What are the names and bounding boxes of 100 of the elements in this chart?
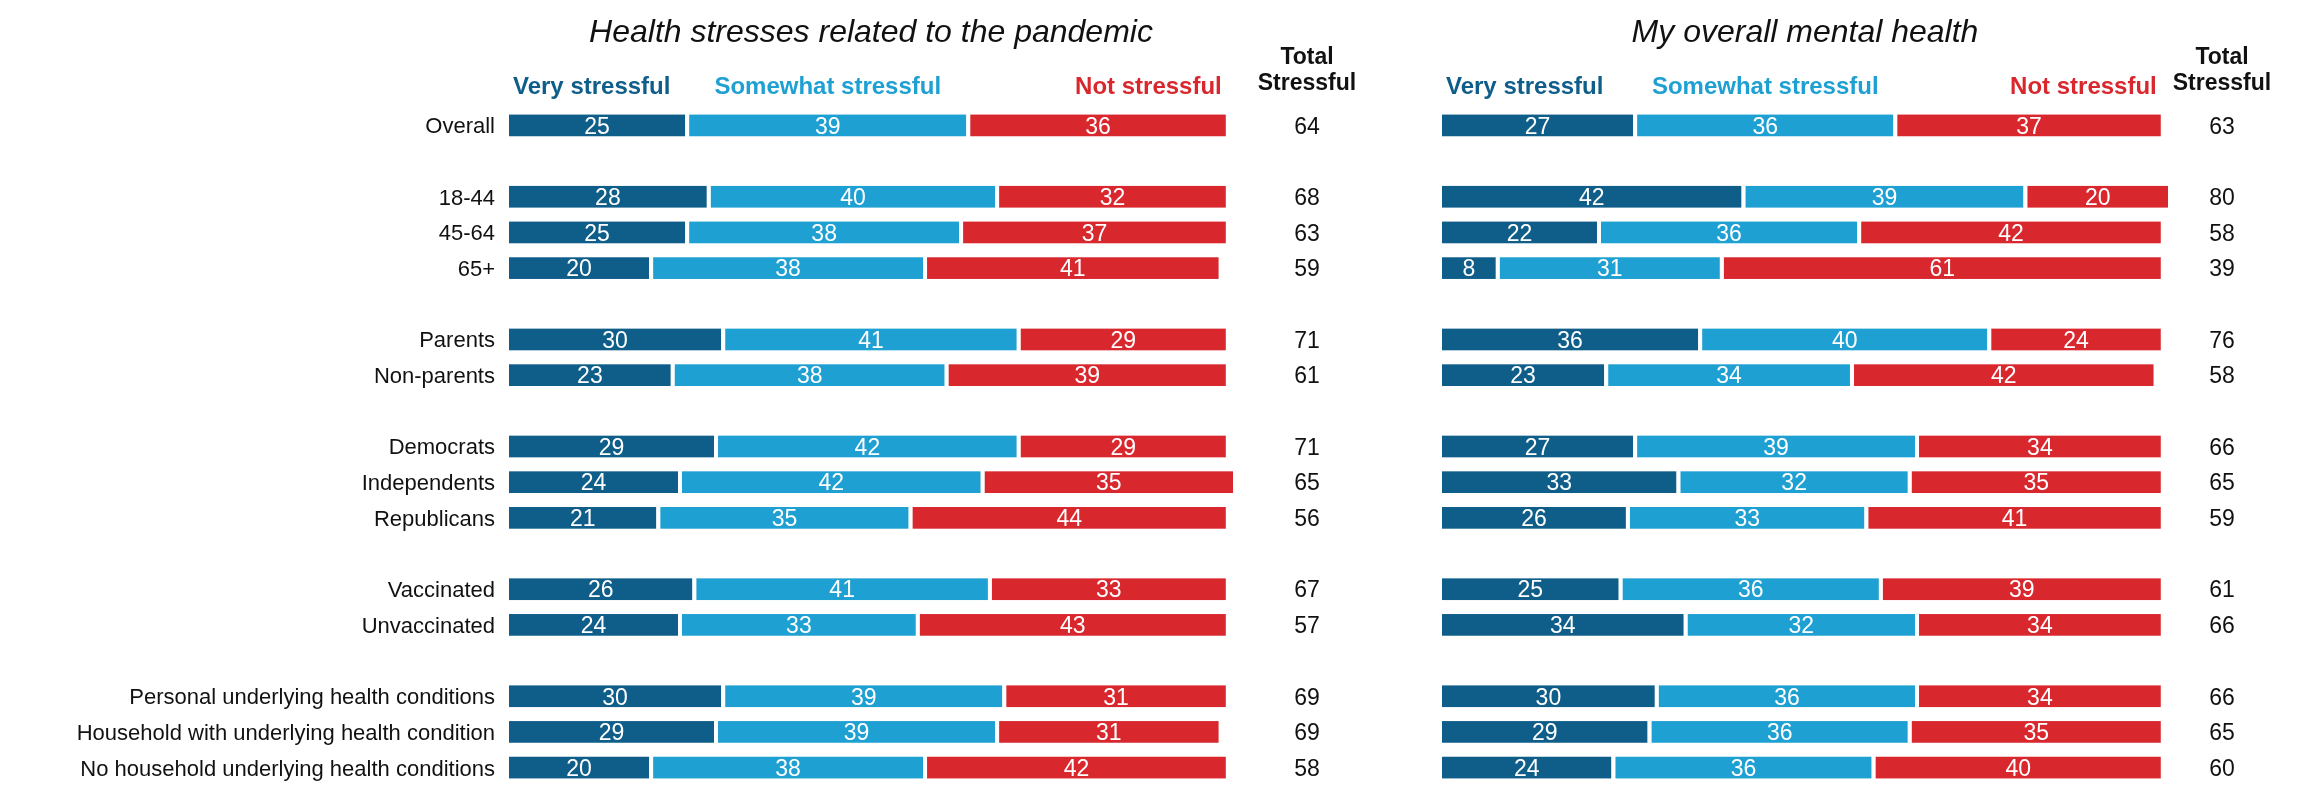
data-label: 25 [584,219,610,246]
data-label: 39 [1763,433,1789,460]
text: 68 [1294,184,1320,211]
data-label: 24 [2063,326,2090,353]
data-label: 38 [775,255,801,282]
y-tick-label: Overall [425,113,495,139]
data-label: 32 [1099,184,1126,211]
data-label: 33 [1734,505,1760,532]
text: 61 [1294,362,1320,389]
data-label: 22 [1506,219,1533,246]
text: 69 [1294,683,1320,710]
data-label: 30 [602,683,628,710]
text: Total Stressful [1257,43,1357,95]
text: 65 [1294,469,1320,496]
data-label: 34 [2027,612,2053,639]
data-label: 44 [1056,505,1083,532]
data-label: 36 [1085,112,1111,139]
chart-title: My overall mental health [1631,13,1979,49]
data-label: 27 [1524,433,1551,460]
data-label: 36 [1766,719,1793,746]
data-label: 35 [2023,719,2050,746]
data-label: 42 [1063,754,1090,781]
data-label: 29 [1110,433,1137,460]
text: 59 [1294,255,1320,282]
data-label: 36 [1716,219,1742,246]
data-label: 30 [602,326,628,353]
data-label: 42 [1990,362,2017,389]
data-label: 31 [1103,683,1129,710]
data-label: 37 [2016,112,2042,139]
data-label: 40 [840,184,866,211]
data-label: 39 [1871,184,1898,211]
text: 63 [2209,112,2235,139]
data-label: 23 [577,362,603,389]
data-label: 42 [818,469,845,496]
data-label: 35 [2023,469,2050,496]
data-label: 24 [580,612,607,639]
text: 58 [2209,362,2235,389]
text: 56 [1294,505,1320,532]
text: 58 [1294,754,1320,781]
data-label: 40 [1831,326,1858,353]
data-label: 31 [1597,255,1623,282]
series-label: Somewhat stressful [714,72,942,99]
y-tick-label: Household with underlying health condition [76,719,495,745]
data-label: 30 [1535,683,1562,710]
data-label: 36 [1557,326,1583,353]
y-tick-label: Vaccinated [387,577,495,603]
text: 66 [2209,433,2235,460]
data-label: 29 [598,433,625,460]
data-label: 43 [1060,612,1086,639]
text: 57 [1294,612,1320,639]
data-label: 25 [1517,576,1544,603]
text: 76 [2209,326,2235,353]
y-tick-label: Non-parents [373,363,495,389]
data-label: 39 [843,719,870,746]
y-tick-label: Democrats [388,434,495,460]
y-tick-label: Parents [419,327,495,353]
data-label: 34 [1550,612,1576,639]
data-label: 29 [1110,326,1137,353]
data-label: 36 [1738,576,1764,603]
text: 39 [2209,255,2235,282]
data-label: 25 [584,112,610,139]
data-label: 28 [595,184,621,211]
text: 71 [1294,326,1320,353]
data-label: 35 [771,505,798,532]
data-label: 23 [1510,362,1536,389]
text: 65 [2209,719,2235,746]
y-tick-label: 18-44 [438,184,495,210]
data-label: 21 [569,505,596,532]
text: Total Stressful [2172,43,2272,95]
data-label: 41 [1060,255,1086,282]
y-tick-label: No household underlying health conditions [80,755,495,781]
y-tick-label: 45-64 [438,220,495,246]
data-label: 39 [2009,576,2035,603]
data-label: 33 [1096,576,1122,603]
data-label: 31 [1096,719,1122,746]
text: 60 [2209,754,2235,781]
data-label: 39 [1074,362,1101,389]
data-label: 33 [1546,469,1573,496]
y-tick-label: 65+ [457,256,495,282]
data-label: 39 [814,112,841,139]
data-label: 42 [854,433,881,460]
text: 80 [2209,184,2235,211]
data-label: 33 [786,612,812,639]
series-label: Not stressful [1075,72,1222,99]
data-label: 41 [829,576,855,603]
data-label: 27 [1524,112,1551,139]
data-label: 38 [796,362,823,389]
data-label: 8 [1462,255,1476,282]
data-label: 41 [858,326,884,353]
y-tick-label: Republicans [373,505,495,531]
series-label: Not stressful [2010,72,2157,99]
data-label: 20 [566,754,592,781]
data-label: 34 [2027,683,2053,710]
data-label: 41 [2001,505,2028,532]
data-label: 32 [1788,612,1815,639]
series-label: Somewhat stressful [1651,72,1879,99]
data-label: 29 [598,719,625,746]
data-label: 26 [1521,505,1547,532]
text: 67 [1294,576,1320,603]
text: 66 [2209,612,2235,639]
